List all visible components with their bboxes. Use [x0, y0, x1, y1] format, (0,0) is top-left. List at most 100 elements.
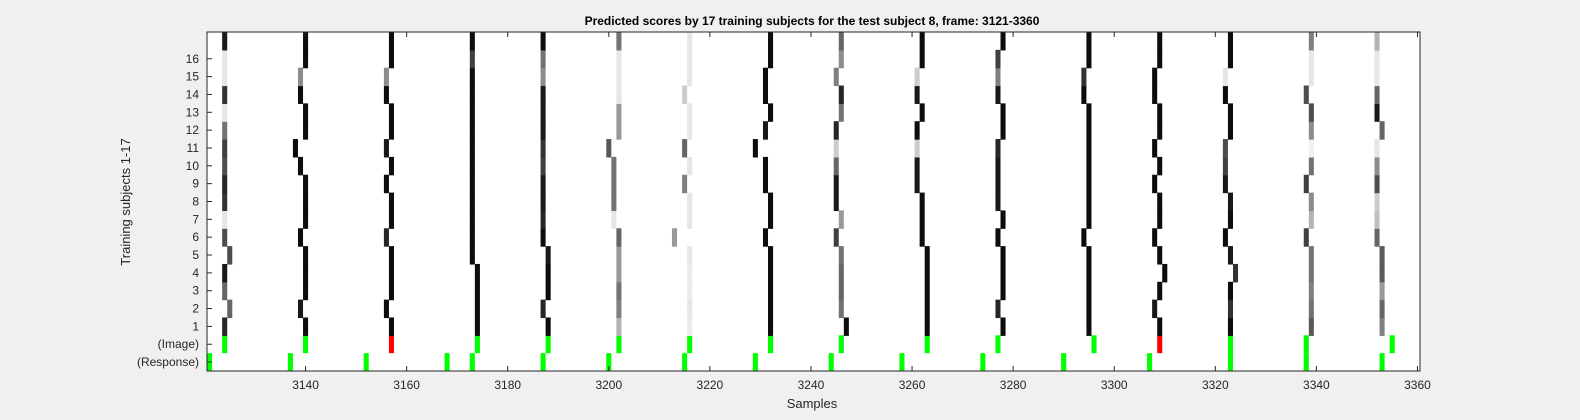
score-cell — [924, 263, 930, 283]
score-cell — [1374, 228, 1380, 247]
image-marker — [924, 335, 930, 354]
y-tick-label: 11 — [187, 141, 200, 155]
score-cell — [1379, 121, 1385, 140]
score-cell — [995, 139, 1001, 158]
score-cell — [616, 67, 622, 87]
score-cell — [682, 139, 688, 158]
score-cell — [1081, 228, 1087, 247]
score-cell — [469, 103, 475, 122]
score-cell — [540, 121, 546, 140]
score-cell — [297, 85, 304, 104]
score-cell — [469, 156, 475, 176]
score-cell — [838, 246, 844, 265]
score-cell — [1086, 103, 1092, 122]
score-cell — [1308, 246, 1314, 265]
y-tick-label: 1 — [192, 319, 199, 333]
score-cell — [687, 210, 693, 229]
score-cell — [687, 121, 693, 140]
score-cell — [616, 246, 622, 265]
score-cell — [924, 299, 930, 319]
score-cell — [303, 246, 309, 265]
score-cell — [1227, 210, 1233, 229]
score-cell — [222, 67, 228, 87]
score-cell — [1152, 139, 1158, 158]
score-cell — [762, 121, 769, 140]
score-cell — [1379, 317, 1385, 336]
image-marker — [1389, 335, 1395, 354]
score-cell — [1232, 263, 1239, 283]
score-cell — [1162, 263, 1168, 283]
score-cell — [1000, 32, 1006, 51]
score-cell — [611, 174, 617, 194]
score-cell — [469, 32, 475, 51]
score-cell — [687, 49, 693, 69]
score-cell — [995, 228, 1001, 247]
score-cell — [995, 49, 1001, 69]
score-cell — [1227, 103, 1233, 122]
score-cell — [383, 228, 389, 247]
score-cell — [768, 32, 774, 51]
score-cell — [474, 317, 480, 336]
score-cell — [303, 281, 309, 301]
score-cell — [383, 139, 389, 158]
score-cell — [919, 103, 925, 122]
response-marker — [1147, 353, 1153, 371]
response-marker — [682, 353, 688, 371]
score-cell — [1000, 246, 1006, 265]
score-cell — [833, 156, 839, 176]
x-tick-label: 3260 — [899, 378, 926, 392]
score-cell — [762, 228, 769, 247]
score-cell — [606, 139, 612, 158]
score-cell — [1157, 49, 1163, 69]
score-cell — [545, 246, 551, 265]
y-tick-label: (Response) — [137, 355, 199, 369]
y-tick-label: 13 — [186, 105, 200, 119]
score-cell — [1157, 210, 1163, 229]
score-cell — [388, 103, 395, 122]
score-cell — [838, 49, 844, 69]
score-cell — [1157, 192, 1163, 212]
score-cell — [919, 228, 925, 247]
score-cell — [682, 85, 688, 104]
score-cell — [388, 210, 395, 229]
score-cell — [914, 139, 920, 158]
score-cell — [303, 32, 309, 51]
score-cell — [1308, 299, 1314, 319]
score-cell — [833, 67, 839, 87]
score-cell — [1374, 67, 1380, 87]
score-cell — [762, 156, 769, 176]
score-cell — [838, 263, 844, 283]
score-cell — [540, 192, 546, 212]
score-cell — [383, 174, 389, 194]
score-cell — [1157, 156, 1163, 176]
score-cell — [1379, 281, 1385, 301]
y-tick-label: 14 — [186, 87, 200, 101]
score-cell — [762, 67, 769, 87]
score-cell — [222, 121, 228, 140]
response-marker — [828, 353, 834, 371]
score-cell — [919, 49, 925, 69]
score-cell — [1152, 174, 1158, 194]
score-cell — [914, 174, 920, 194]
score-cell — [388, 317, 395, 336]
score-cell — [469, 192, 475, 212]
score-cell — [995, 85, 1001, 104]
response-marker — [444, 353, 450, 371]
score-cell — [1227, 281, 1233, 301]
score-cell — [1157, 281, 1163, 301]
score-cell — [474, 263, 480, 283]
score-cell — [1152, 85, 1158, 104]
score-cell — [1222, 85, 1228, 104]
score-cell — [1086, 32, 1092, 51]
score-cell — [924, 317, 930, 336]
score-cell — [1227, 246, 1233, 265]
score-cell — [1000, 317, 1006, 336]
score-cell — [995, 174, 1001, 194]
score-cell — [222, 139, 228, 158]
y-tick-label: 4 — [192, 266, 199, 280]
score-cell — [222, 228, 228, 247]
response-marker — [363, 353, 369, 371]
x-axis-label: Samples — [787, 396, 838, 411]
score-cell — [768, 192, 774, 212]
score-cell — [388, 192, 395, 212]
